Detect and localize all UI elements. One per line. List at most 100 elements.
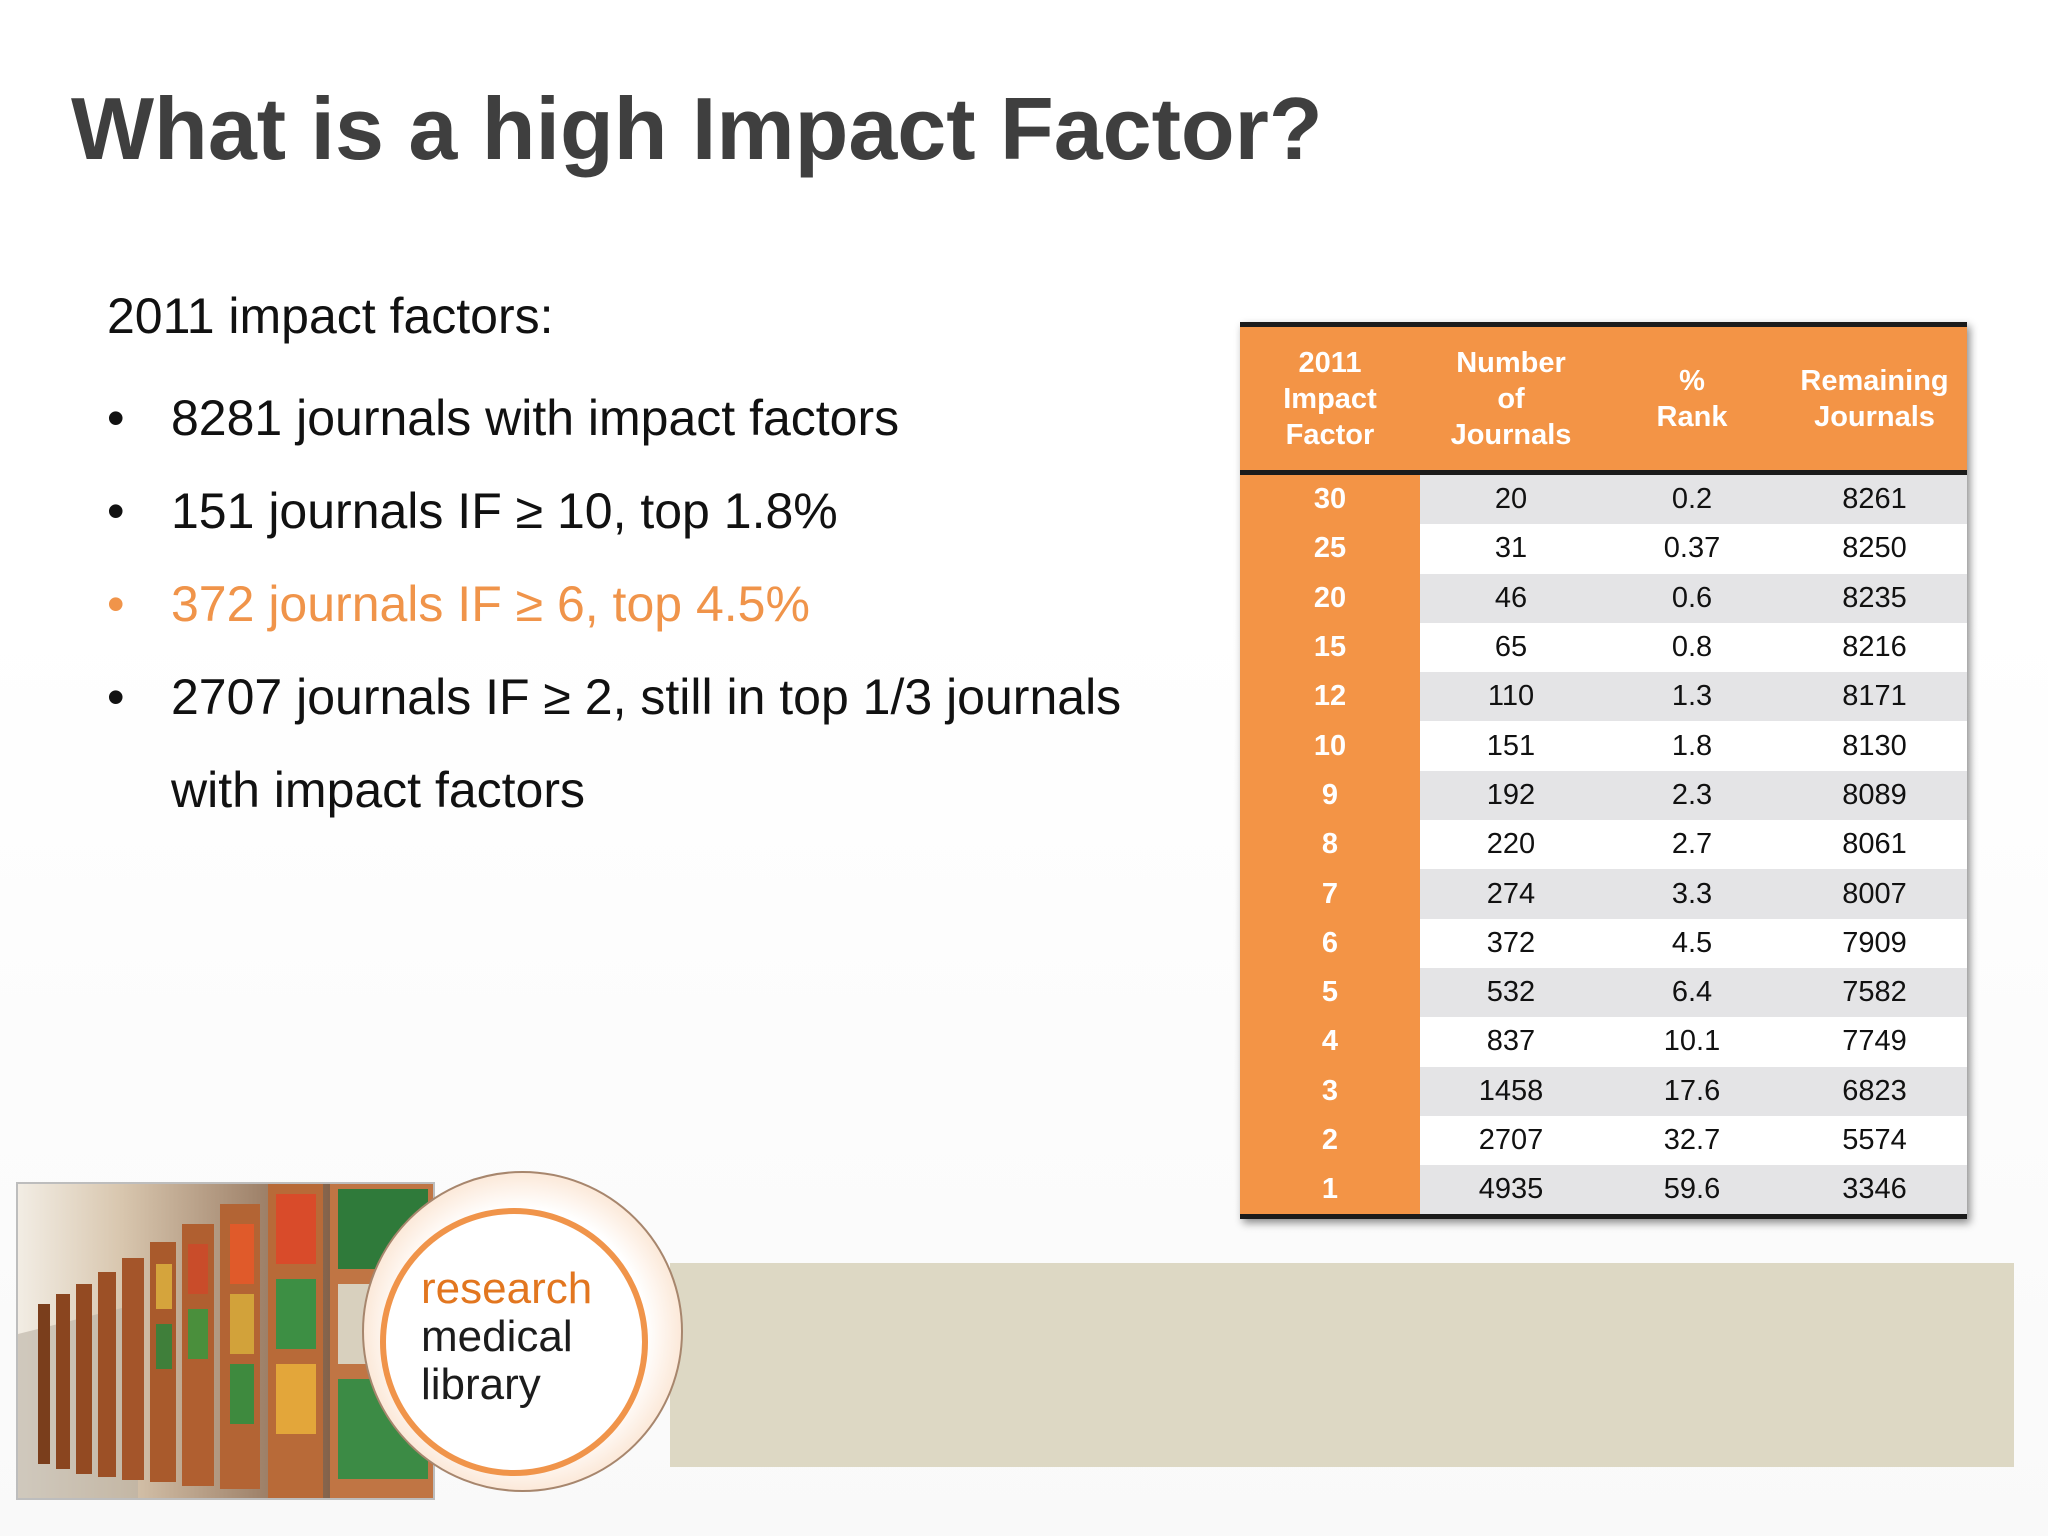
table-cell: 8261 [1782,472,1967,525]
table-cell: 32.7 [1602,1115,1782,1166]
bullet-dot-icon: • [107,576,125,632]
impact-factor-cell: 10 [1240,721,1420,771]
table-row: 7 274 3.3 8007 [1240,869,1967,919]
bullet-item: • 8281 journals with impact factors [107,372,1271,465]
library-bookshelves-photo [16,1182,435,1500]
table-header-cell: % Rank [1602,327,1782,475]
table-cell: 17.6 [1602,1066,1782,1116]
bullet-text: 8281 journals with impact factors [171,390,900,446]
bullet-item: • 151 journals IF ≥ 10, top 1.8% [107,465,1271,558]
table-cell: 192 [1420,770,1602,821]
impact-factor-cell: 7 [1240,869,1420,919]
table-cell: 2707 [1420,1115,1602,1166]
table-cell: 46 [1420,573,1602,623]
impact-factor-cell: 25 [1240,524,1420,574]
table-cell: 1458 [1420,1066,1602,1116]
table-row: 20 46 0.6 8235 [1240,573,1967,623]
table-cell: 0.6 [1602,573,1782,623]
logo-inner-ring [380,1208,648,1476]
table-row: 9 192 2.3 8089 [1240,770,1967,821]
table-cell: 8061 [1782,820,1967,870]
table-row: 1 4935 59.6 3346 [1240,1165,1967,1215]
table-row: 2 2707 32.7 5574 [1240,1115,1967,1166]
header-line: Rank [1656,400,1728,433]
table-cell: 6.4 [1602,967,1782,1018]
header-line: Journals [1450,418,1572,451]
table-cell: 0.2 [1602,472,1782,525]
bullet-text: with impact factors [171,762,586,818]
bullet-list: • 8281 journals with impact factors • 151 j… [107,372,1271,837]
table-cell: 2.7 [1602,820,1782,870]
table-cell: 6823 [1782,1066,1967,1116]
bullet-text: 2707 journals IF ≥ 2, still in top 1/3 j… [171,669,1122,725]
header-line: % [1679,364,1705,397]
table-row: 30 20 0.2 8261 [1240,472,1967,525]
table-cell: 31 [1420,524,1602,574]
table-cell: 8235 [1782,573,1967,623]
table-cell: 0.37 [1602,524,1782,574]
table-cell: 372 [1420,918,1602,968]
bullet-text: 372 journals IF ≥ 6, top 4.5% [171,576,810,632]
impact-factor-cell: 9 [1240,770,1420,821]
impact-factor-cell: 1 [1240,1165,1420,1215]
header-line: Number [1456,346,1566,379]
research-medical-library-logo: research medical library [421,1265,592,1409]
bullet-continuation: with impact factors [107,744,1271,837]
table-header-row: 2011 Impact Factor Number of Journals% Rank Rem… [1240,327,1967,475]
intro-text: 2011 impact factors: [107,288,554,344]
table-row: 4 837 10.1 7749 [1240,1017,1967,1067]
table-cell: 8250 [1782,524,1967,574]
table-row: 12 110 1.3 8171 [1240,672,1967,722]
table-cell: 7582 [1782,967,1967,1018]
table-cell: 220 [1420,820,1602,870]
table-row: 6 372 4.5 7909 [1240,918,1967,968]
impact-factor-cell: 30 [1240,472,1420,525]
header-line: of [1497,382,1525,415]
logo-line-library: library [421,1360,541,1409]
impact-factor-cell: 15 [1240,622,1420,673]
table-cell: 2.3 [1602,770,1782,821]
bullet-dot-icon: • [107,483,125,539]
table-cell: 110 [1420,672,1602,722]
slide-title: What is a high Impact Factor? [71,79,1323,178]
bullet-text: 151 journals IF ≥ 10, top 1.8% [171,483,838,539]
table-header-cell: Number of Journals [1420,327,1602,475]
table-cell: 0.8 [1602,622,1782,673]
table-cell: 4.5 [1602,918,1782,968]
impact-factor-cell: 4 [1240,1017,1420,1067]
table-cell: 10.1 [1602,1017,1782,1067]
table-cell: 274 [1420,869,1602,919]
table-cell: 59.6 [1602,1165,1782,1215]
table-cell: 1.8 [1602,721,1782,771]
table-row: 8 220 2.7 8061 [1240,820,1967,870]
header-line: Impact [1283,382,1377,415]
impact-factor-cell: 6 [1240,918,1420,968]
impact-factor-cell: 12 [1240,672,1420,722]
table-cell: 837 [1420,1017,1602,1067]
table-cell: 20 [1420,472,1602,525]
impact-factor-cell: 20 [1240,573,1420,623]
table-cell: 4935 [1420,1165,1602,1215]
header-line: 2011 [1298,346,1362,379]
table-cell: 7909 [1782,918,1967,968]
impact-factor-table-wrapper: 2011 Impact Factor Number of Journals% Rank Rem… [1240,322,1967,1220]
bullet-item: • 372 journals IF ≥ 6, top 4.5% [107,558,1271,651]
table-row: 25 31 0.37 8250 [1240,524,1967,574]
table-cell: 5574 [1782,1115,1967,1166]
header-line: Remaining [1800,364,1949,397]
table-header-cell: 2011 Impact Factor [1240,327,1420,475]
table-cell: 3346 [1782,1165,1967,1215]
table-cell: 8216 [1782,622,1967,673]
impact-factor-cell: 5 [1240,967,1420,1018]
logo-line-research: research [421,1264,593,1313]
header-line: Factor [1285,418,1375,451]
table-row: 10 151 1.8 8130 [1240,721,1967,771]
bullet-dot-icon: • [107,669,125,725]
table-cell: 532 [1420,967,1602,1018]
impact-factor-cell: 2 [1240,1115,1420,1166]
table-cell: 8007 [1782,869,1967,919]
bookshelves-illustration [18,1184,433,1498]
table-row: 5 532 6.4 7582 [1240,967,1967,1018]
bullet-item: • 2707 journals IF ≥ 2, still in top 1/3 … [107,651,1271,744]
table-cell: 151 [1420,721,1602,771]
